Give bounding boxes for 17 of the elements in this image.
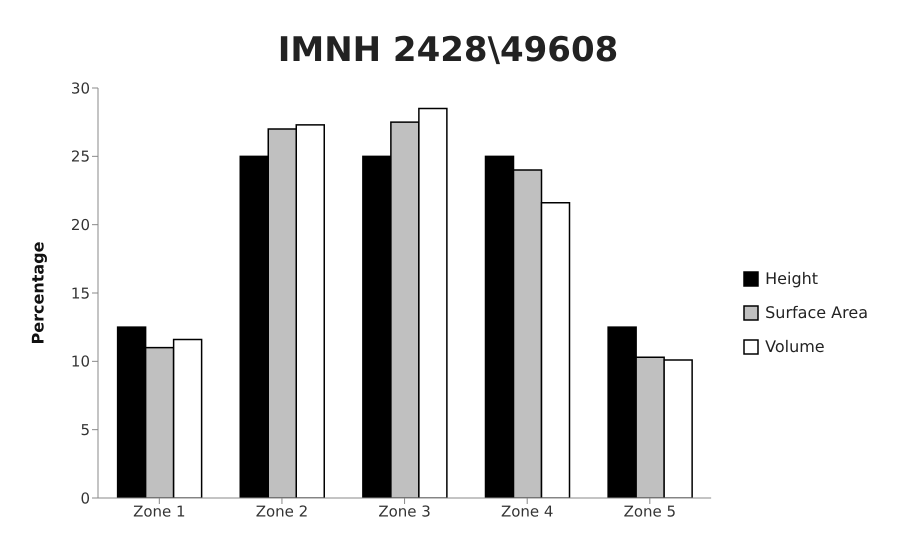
x-tick-label: Zone 1 [133,502,186,521]
y-tick-label: 20 [70,216,90,234]
legend-label: Height [765,268,818,290]
x-tick-label: Zone 5 [624,502,676,521]
legend-label: Volume [765,336,825,358]
y-tick-label: 10 [70,352,90,371]
legend-label: Surface Area [765,302,868,324]
y-axis-title: Percentage [28,241,48,344]
x-tick-label: Zone 2 [256,502,308,521]
x-tick-label: Zone 3 [378,502,431,521]
y-tick-label: 0 [80,489,90,508]
y-tick-label: 5 [80,420,90,439]
chart-title: IMNH 2428\49608 [276,29,620,72]
y-tick-label: 15 [70,284,90,302]
y-tick-label: 25 [70,148,90,166]
x-tick-label: Zone 4 [500,502,554,521]
y-tick-label: 30 [70,79,90,98]
